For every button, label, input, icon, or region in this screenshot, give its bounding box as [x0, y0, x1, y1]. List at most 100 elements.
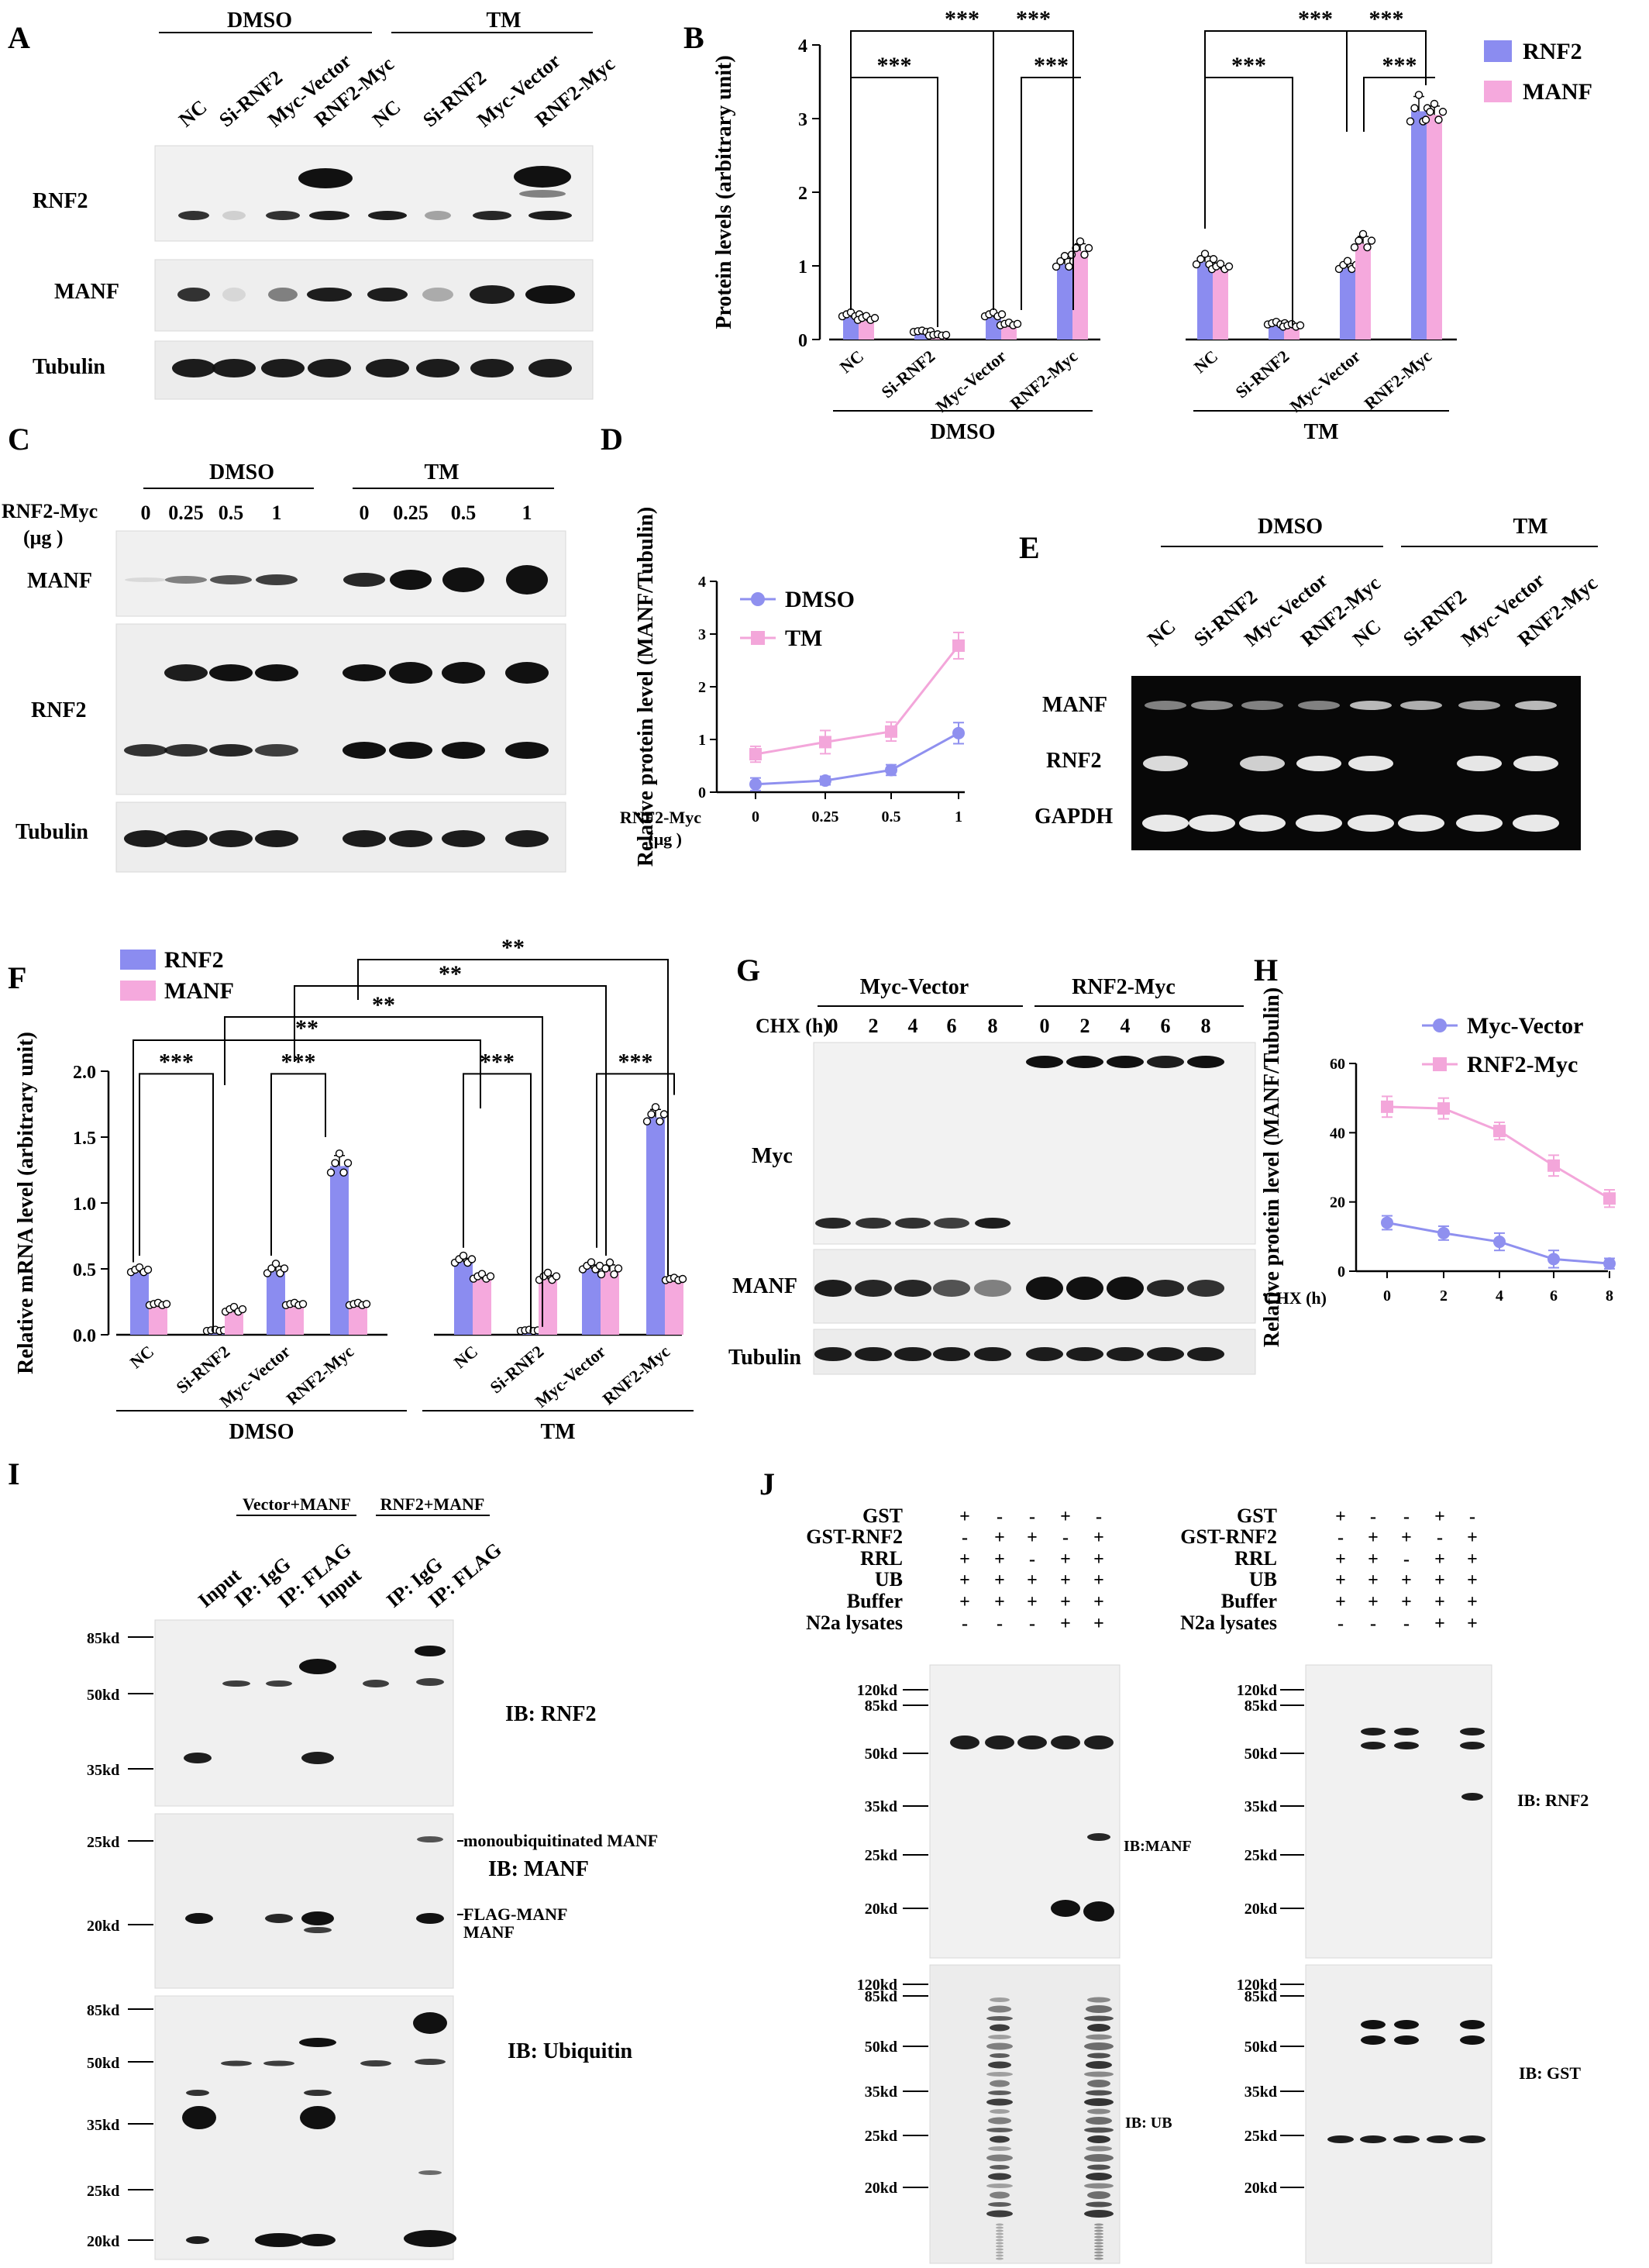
- data-point: [952, 639, 965, 652]
- blot-band: [185, 1913, 213, 1924]
- condition-sign: +: [1093, 1570, 1104, 1591]
- bar-rnf2: [454, 1262, 473, 1335]
- condition-sign: +: [959, 1507, 970, 1527]
- ib-label: IB: MANF: [488, 1857, 589, 1881]
- blot-band: [950, 1735, 979, 1749]
- data-point: [1437, 1102, 1450, 1115]
- blot-band: [368, 211, 407, 220]
- smear-band: [996, 2223, 1004, 2226]
- marker-label: 85kd: [1244, 1988, 1277, 2005]
- legend-label: RNF2: [164, 947, 224, 973]
- blot-band: [1459, 2135, 1485, 2143]
- smear-band: [996, 2257, 1004, 2260]
- smear-band: [986, 2098, 1013, 2106]
- dose-label: 0.25: [168, 502, 204, 524]
- data-point: [1056, 257, 1065, 266]
- data-point: [343, 1159, 353, 1167]
- condition-sign: +: [1401, 1592, 1412, 1612]
- smear-band: [986, 2072, 1013, 2077]
- y-tick-label: 4: [698, 574, 706, 591]
- y-tick-label: 0: [698, 784, 706, 801]
- significance-label: ***: [159, 1049, 194, 1074]
- bar-rnf2: [582, 1269, 601, 1335]
- time-label: 8: [988, 1015, 998, 1037]
- condition-sign: +: [1027, 1592, 1038, 1612]
- data-point: [1381, 1100, 1393, 1113]
- marker-label: 25kd: [865, 1847, 897, 1864]
- smear-band: [996, 2229, 1004, 2232]
- bar-manf: [1213, 269, 1228, 340]
- data-point: [1296, 321, 1305, 329]
- condition-sign: +: [959, 1592, 970, 1612]
- bar-rnf2: [1340, 267, 1355, 340]
- y-tick-label: 1.0: [73, 1194, 96, 1215]
- smear-band: [996, 2248, 1004, 2251]
- lane-label: Si-RNF2: [1399, 585, 1471, 650]
- smear-band: [986, 2016, 1013, 2021]
- band-label: MANF: [463, 1922, 515, 1942]
- smear-band: [1086, 2061, 1112, 2069]
- legend-label: RNF2: [1523, 39, 1582, 64]
- blot-band: [1427, 2135, 1453, 2143]
- legend-label: RNF2-Myc: [1467, 1052, 1578, 1077]
- y-axis-label: Relative protein level (MANF/Tubulin): [1260, 988, 1284, 1347]
- condition-sign: +: [1368, 1549, 1379, 1570]
- legend-swatch-manf: [1484, 81, 1512, 102]
- smear-band: [1094, 2254, 1103, 2257]
- data-point: [552, 1272, 561, 1280]
- x-tick-label: 1: [955, 808, 962, 826]
- bar-manf: [473, 1279, 491, 1335]
- significance-label: ***: [1016, 6, 1051, 32]
- bar-rnf2: [646, 1117, 665, 1335]
- condition-label: GST: [1237, 1505, 1277, 1527]
- gel-band: [1398, 815, 1444, 832]
- blot-band: [304, 2090, 332, 2096]
- data-point: [651, 1103, 660, 1112]
- group-label: TM: [424, 460, 459, 484]
- gel-band: [1296, 756, 1341, 771]
- smear-band: [996, 2242, 1004, 2245]
- x-tick-label: 6: [1550, 1287, 1558, 1305]
- smear-band: [1094, 2251, 1103, 2254]
- blot-band: [304, 1927, 332, 1933]
- blot-band: [1017, 1735, 1047, 1749]
- time-label: 0: [1040, 1015, 1050, 1037]
- gel-band: [1143, 756, 1188, 771]
- data-point: [678, 1274, 687, 1284]
- condition-sign: +: [994, 1549, 1005, 1570]
- bar-rnf2: [267, 1271, 285, 1335]
- condition-sign: +: [959, 1570, 970, 1591]
- smear-band: [1087, 2024, 1110, 2032]
- blot-band: [442, 830, 485, 847]
- legend-swatch-manf: [120, 981, 156, 1001]
- condition-sign: +: [1368, 1592, 1379, 1612]
- bar-manf: [859, 321, 874, 340]
- blot-tubulin: [115, 801, 566, 873]
- marker-label: 20kd: [87, 2233, 119, 2250]
- smear-band: [990, 2135, 1010, 2143]
- y-tick-label: 40: [1330, 1125, 1345, 1142]
- gel-band: [1513, 815, 1559, 832]
- data-point: [1013, 319, 1022, 329]
- marker-label: 35kd: [87, 1762, 119, 1779]
- blot-band: [413, 2012, 447, 2034]
- marker-label: 85kd: [1244, 1698, 1277, 1715]
- blot-band: [255, 2233, 303, 2247]
- smear-band: [996, 2239, 1004, 2242]
- bar-rnf2: [206, 1333, 225, 1335]
- bar-rnf2: [843, 317, 859, 340]
- y-tick-label: 0: [798, 331, 807, 351]
- data-point: [1209, 255, 1218, 264]
- group-label: TM: [1513, 515, 1547, 539]
- marker-label: 35kd: [87, 2117, 119, 2134]
- blot-band: [1361, 1728, 1386, 1735]
- legend-marker: [751, 631, 765, 645]
- blot-band: [343, 664, 386, 681]
- blot-band: [418, 2170, 442, 2175]
- group-label: DMSO: [227, 9, 292, 33]
- gel-band: [1239, 815, 1286, 832]
- x-tick-label: 0.25: [812, 808, 839, 826]
- data-point: [1421, 115, 1430, 124]
- condition-sign: +: [994, 1528, 1005, 1548]
- smear-band: [990, 2053, 1010, 2058]
